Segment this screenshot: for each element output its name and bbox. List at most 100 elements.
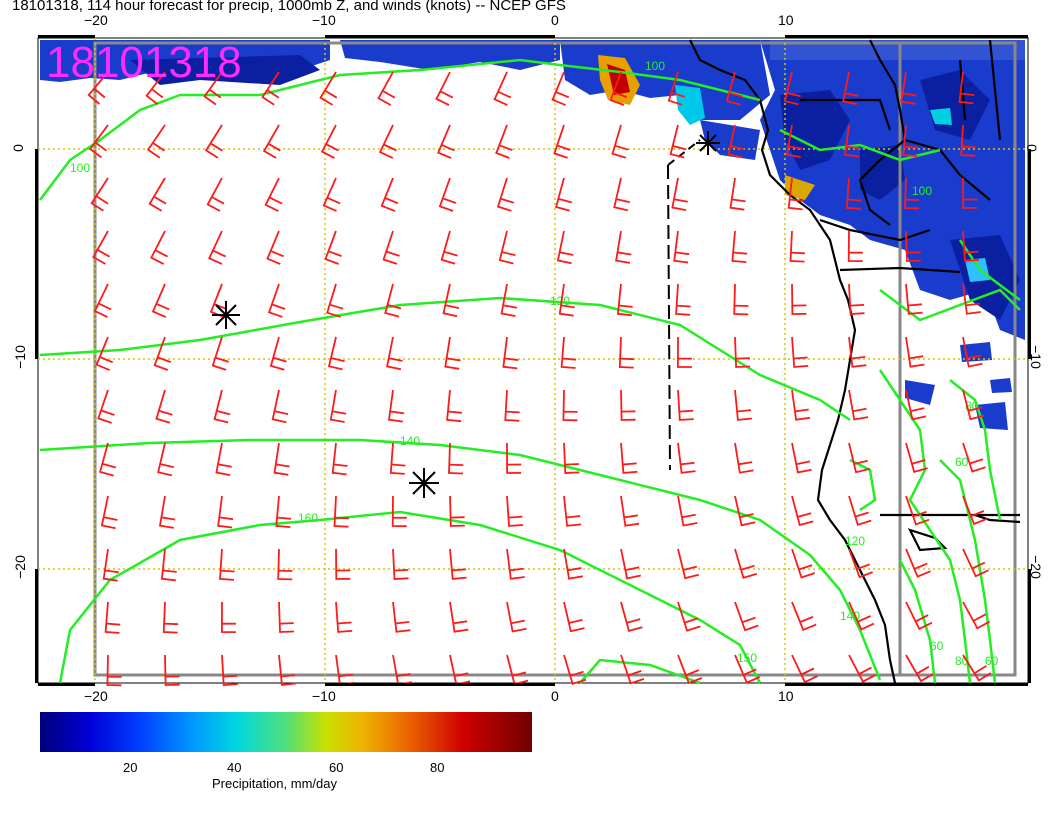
wind-barb: [262, 124, 281, 159]
wind-barb: [734, 548, 758, 579]
wind-barb: [734, 654, 761, 684]
wind-barb: [93, 283, 112, 318]
wind-barb: [275, 495, 292, 528]
date-stamp: 18101318: [46, 38, 242, 87]
wind-barb: [960, 124, 976, 157]
wind-barb: [449, 601, 469, 633]
wind-barb: [449, 495, 465, 527]
wind-barb: [563, 548, 583, 580]
wind-barb: [278, 654, 296, 686]
center-marker-3: [696, 131, 720, 155]
wind-barb: [848, 283, 865, 315]
wind-barb: [333, 495, 349, 528]
svg-text:120: 120: [550, 294, 570, 308]
wind-barb: [905, 442, 928, 474]
center-marker-2: [409, 468, 439, 498]
wind-barb: [387, 389, 405, 423]
wind-barb: [97, 389, 115, 424]
wind-barb: [562, 389, 578, 422]
wind-barb: [449, 548, 467, 580]
wind-barb: [791, 495, 814, 527]
wind-barb: [98, 442, 117, 477]
wind-barb: [620, 389, 636, 421]
top-x-tick-1: −20: [84, 12, 108, 28]
wind-barb: [506, 601, 527, 633]
wind-barb: [785, 124, 803, 158]
wind-barb: [382, 230, 400, 265]
wind-barb: [962, 230, 980, 262]
wind-barb: [329, 389, 347, 423]
wind-barb: [215, 442, 232, 476]
wind-barb: [905, 230, 921, 262]
wind-barb: [267, 283, 286, 318]
wind-barb: [157, 442, 175, 477]
wind-barb: [335, 548, 351, 580]
wind-barb: [448, 442, 464, 475]
wind-barb: [845, 177, 862, 210]
wind-barb: [848, 442, 870, 474]
wind-barb: [219, 548, 235, 581]
wind-barb: [962, 283, 981, 315]
bottom-x-tick-3: 0: [551, 688, 559, 704]
wind-barb: [558, 283, 575, 317]
wind-barb: [842, 71, 859, 105]
wind-barb: [377, 71, 396, 106]
graticule: [38, 38, 1028, 683]
wind-barb: [392, 601, 411, 633]
wind-barb: [848, 336, 867, 368]
top-x-tick-3: 0: [551, 12, 559, 28]
wind-barb: [155, 389, 173, 424]
wind-barb: [435, 71, 454, 106]
wind-barb: [95, 336, 114, 371]
wind-barb: [729, 177, 746, 211]
wind-barb: [905, 654, 934, 683]
wind-barb: [843, 124, 861, 158]
wind-barb: [962, 654, 992, 682]
dashed-boundary: [667, 164, 671, 471]
wind-barb: [438, 177, 457, 212]
bottom-x-tick-2: −10: [312, 688, 336, 704]
wind-barb: [261, 71, 280, 106]
wind-barb: [331, 442, 348, 476]
map-title: 18101318, 114 hour forecast for precip, …: [12, 0, 566, 14]
wind-barb: [506, 548, 525, 580]
right-y-tick-2: −10: [1027, 345, 1044, 369]
wind-barb: [563, 495, 582, 527]
wind-barb: [495, 124, 513, 159]
wind-barb: [217, 495, 234, 529]
wind-barb: [102, 548, 119, 582]
wind-barb: [611, 124, 629, 159]
wind-barb: [206, 177, 225, 212]
wind-barb: [904, 177, 920, 210]
wind-barb: [335, 601, 353, 633]
wind-barb: [106, 654, 122, 687]
wind-barb: [620, 548, 641, 580]
top-x-tick-4: 10: [778, 12, 794, 28]
wind-barb: [100, 495, 118, 530]
wind-barb: [734, 389, 752, 421]
wind-barb: [673, 230, 690, 264]
wind-barb: [153, 336, 172, 371]
wind-barb: [671, 177, 688, 211]
height-contours: [39, 58, 1021, 685]
wind-barb: [727, 124, 745, 159]
wind-barb: [203, 71, 223, 106]
wind-barb: [148, 177, 167, 212]
left-y-tick-2: −10: [11, 345, 28, 369]
wind-barb: [734, 442, 754, 474]
wind-barb: [269, 336, 287, 371]
wind-barb: [444, 336, 461, 370]
wind-barb: [962, 389, 985, 421]
wind-barb: [734, 495, 756, 527]
wind-barbs: [87, 71, 992, 687]
wind-barb: [440, 230, 458, 265]
wind-barb: [220, 601, 236, 633]
wind-barb: [92, 230, 111, 265]
wind-barb: [386, 336, 403, 371]
wind-barb: [791, 601, 817, 631]
wind-barb: [962, 336, 983, 368]
wind-barb: [551, 71, 570, 106]
wind-barb: [221, 654, 238, 686]
wind-barb: [498, 230, 516, 265]
wind-barb: [563, 442, 580, 474]
